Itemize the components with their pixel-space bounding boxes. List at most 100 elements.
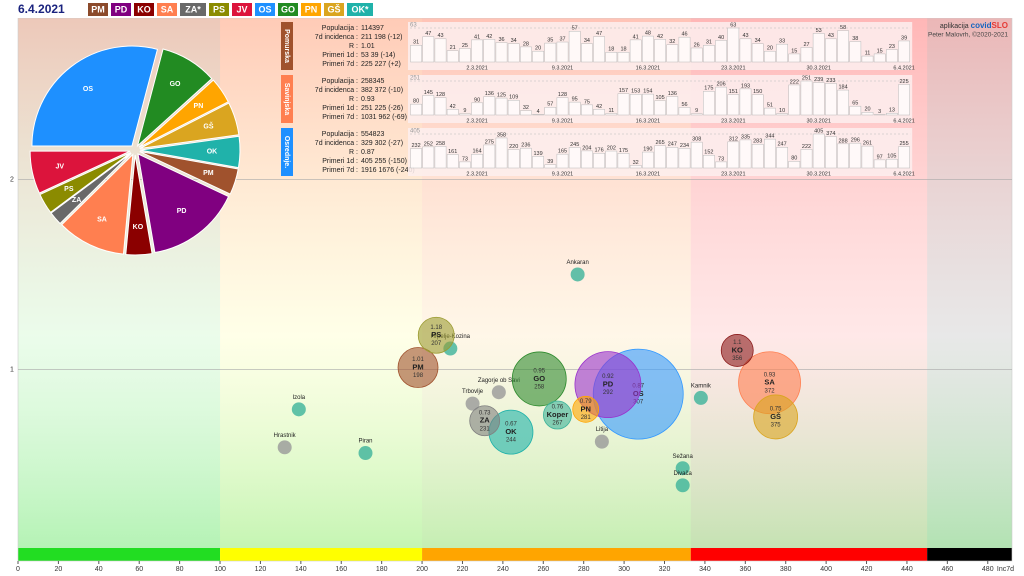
region-button[interactable] [347, 3, 373, 16]
stat-value: 53 39 (-14) [361, 52, 395, 59]
daily-bar [739, 139, 752, 169]
x-tick-label: 120 [255, 566, 267, 573]
region-button-label[interactable]: KO [137, 4, 151, 14]
region-button[interactable] [301, 3, 321, 16]
x-tick-label: 180 [376, 566, 388, 573]
daily-bar [776, 113, 788, 116]
region-incidence: 307 [633, 400, 644, 406]
pie-label: GO [170, 81, 181, 88]
stat-value: 251 225 (-26) [361, 105, 403, 112]
region-button-label[interactable]: SA [161, 4, 174, 14]
bar-label: 34 [755, 38, 761, 44]
region-button-label[interactable]: PD [115, 4, 128, 14]
max-label: 251 [410, 76, 421, 82]
bar-label: 63 [730, 22, 736, 28]
daily-bar [459, 113, 471, 116]
bar-label: 275 [485, 139, 494, 145]
region-incidence: 258 [534, 385, 545, 391]
bar-label: 157 [619, 88, 628, 94]
bar-label: 42 [657, 34, 663, 40]
zone-bar [690, 548, 928, 561]
municipality-label: Izola [292, 395, 305, 401]
daily-bar [434, 97, 447, 116]
region-button-label[interactable]: GO [281, 4, 295, 14]
stat-value: 1031 962 (-69) [361, 114, 407, 121]
region-button[interactable] [88, 3, 108, 16]
daily-bar [471, 102, 483, 116]
region-button[interactable] [134, 3, 154, 16]
pie-label: GŠ [203, 122, 213, 131]
daily-bar [642, 93, 654, 116]
bar-label: 288 [839, 138, 848, 144]
brand-covid: covid [971, 21, 992, 30]
bar-label: 175 [704, 86, 713, 92]
daily-bar [495, 137, 508, 169]
daily-bar [422, 146, 435, 169]
bar-label: 261 [863, 141, 872, 147]
max-label: 405 [410, 129, 421, 135]
region-name: Osrednje. [283, 136, 290, 168]
region-incidence: 281 [581, 415, 592, 421]
region-button[interactable] [232, 3, 252, 16]
daily-bar [739, 38, 752, 63]
bar-label: 32 [633, 160, 639, 166]
bar-label: 165 [558, 149, 567, 155]
daily-bar [483, 144, 496, 169]
daily-bar [581, 43, 593, 63]
region-button[interactable] [324, 3, 344, 16]
pie-layer: OS GO PN GŠ OK PM PD KO SA ZA PS JV [29, 45, 241, 256]
x-tick-label: 240 [497, 566, 509, 573]
bar-label: 128 [558, 92, 567, 98]
bar-label: 13 [889, 108, 895, 114]
bar-label: 9 [695, 108, 698, 114]
bar-label: 239 [814, 77, 823, 83]
region-r: 0.95 [533, 369, 545, 375]
app-label: aplikacija [940, 23, 969, 30]
daily-bar [861, 55, 874, 63]
daily-bar [812, 82, 825, 116]
bar-label: 220 [509, 144, 518, 150]
bar-label: 40 [718, 35, 724, 41]
region-button[interactable] [157, 3, 177, 16]
municipality-label: Trbovlje [462, 389, 484, 395]
bar-label: 18 [620, 47, 626, 53]
region-button[interactable] [278, 3, 298, 16]
daily-bar [703, 154, 715, 169]
region-r: 0.75 [770, 407, 782, 413]
stat-label: 7d incidenca : [315, 34, 358, 41]
daily-bar [678, 36, 691, 63]
region-r: 0.73 [479, 410, 491, 416]
daily-bar [593, 36, 605, 63]
region-button-label[interactable]: OS [258, 4, 271, 14]
region-button-label[interactable]: ZA* [185, 4, 201, 14]
region-button-label[interactable]: PM [91, 4, 105, 14]
bar-label: 43 [828, 33, 834, 39]
bar-label: 73 [718, 156, 724, 162]
max-label: 63 [410, 23, 417, 29]
region-button-label[interactable]: JV [236, 4, 247, 14]
bar-label: 47 [596, 31, 602, 37]
region-button[interactable] [180, 3, 206, 16]
stat-label: Primeri 7d : [322, 61, 358, 68]
bar-label: 105 [887, 154, 896, 160]
region-button-label[interactable]: OK* [351, 4, 369, 14]
x-tick-label: 480 [982, 566, 994, 573]
daily-bar [495, 97, 508, 116]
daily-bar [849, 142, 862, 169]
region-button-label[interactable]: GŠ [327, 3, 340, 14]
bar-label: 43 [437, 33, 443, 39]
region-button[interactable] [255, 3, 275, 16]
region-button-label[interactable]: PS [213, 4, 225, 14]
bar-label: 190 [643, 147, 652, 153]
region-button[interactable] [111, 3, 131, 16]
region-button[interactable] [209, 3, 229, 16]
bar-label: 42 [596, 104, 602, 110]
stat-value: 1.01 [361, 43, 375, 50]
x-tick-label: 260 [537, 566, 549, 573]
daily-bar [446, 109, 459, 116]
daily-bar [642, 151, 654, 169]
daily-bar [776, 147, 788, 169]
daily-bar [739, 88, 752, 116]
daily-bar [812, 33, 825, 63]
region-button-label[interactable]: PN [305, 4, 318, 14]
